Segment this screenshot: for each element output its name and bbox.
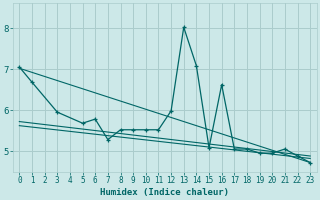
X-axis label: Humidex (Indice chaleur): Humidex (Indice chaleur) [100, 188, 229, 197]
